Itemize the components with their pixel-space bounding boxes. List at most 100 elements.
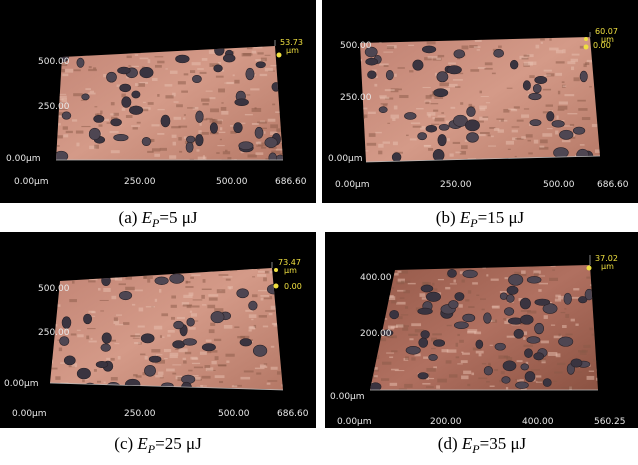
texture <box>570 124 574 126</box>
crater <box>176 55 190 63</box>
texture <box>173 142 176 146</box>
texture <box>438 55 444 57</box>
texture <box>397 271 401 273</box>
crater <box>366 58 378 65</box>
crater <box>392 153 401 162</box>
texture <box>536 45 540 49</box>
crater <box>239 142 253 150</box>
texture <box>123 322 129 325</box>
texture <box>556 353 561 357</box>
texture <box>168 330 175 333</box>
x-tick: 400.00 <box>522 417 554 427</box>
texture <box>77 330 81 331</box>
crater <box>192 75 201 82</box>
texture <box>165 68 167 69</box>
z-unit: μm <box>601 262 614 271</box>
crater <box>386 70 393 79</box>
texture <box>441 112 444 114</box>
texture <box>140 354 145 356</box>
texture <box>106 358 110 361</box>
texture <box>271 367 278 370</box>
texture <box>98 288 101 291</box>
caption: (c) EP=25 μJ <box>114 434 202 456</box>
texture <box>216 76 224 78</box>
texture <box>558 91 560 95</box>
crater <box>101 344 111 352</box>
texture <box>541 341 549 344</box>
texture <box>574 77 580 81</box>
texture <box>247 154 256 157</box>
texture <box>391 115 399 119</box>
texture <box>255 152 263 155</box>
texture <box>267 383 271 385</box>
crater <box>186 142 193 152</box>
texture <box>453 79 463 81</box>
texture <box>402 327 408 331</box>
texture <box>408 334 418 336</box>
texture <box>183 295 192 298</box>
texture <box>114 343 119 344</box>
crater <box>404 112 416 119</box>
texture <box>198 130 201 134</box>
texture <box>582 117 590 120</box>
texture <box>264 363 267 364</box>
texture <box>436 385 440 388</box>
texture <box>450 107 455 109</box>
texture <box>111 150 120 153</box>
texture <box>97 381 101 383</box>
texture <box>425 102 429 104</box>
texture <box>544 70 552 72</box>
crater <box>390 310 399 319</box>
texture <box>81 126 90 127</box>
texture <box>184 114 186 115</box>
texture <box>457 363 463 364</box>
texture <box>484 68 492 70</box>
crater <box>484 366 492 375</box>
texture <box>401 314 408 315</box>
texture <box>157 109 164 110</box>
y-tick: 0.00μm <box>330 392 365 402</box>
texture <box>155 375 163 377</box>
crater <box>573 127 585 134</box>
texture <box>433 110 438 112</box>
x-tick: 686.60 <box>597 180 629 190</box>
texture <box>486 381 490 383</box>
texture <box>575 324 578 326</box>
texture <box>482 363 486 364</box>
crater <box>543 379 551 387</box>
texture <box>171 295 176 298</box>
texture <box>457 334 459 336</box>
texture <box>411 357 415 360</box>
texture <box>367 143 376 146</box>
texture <box>130 335 140 337</box>
texture <box>512 130 518 133</box>
texture <box>461 352 463 353</box>
crater <box>523 81 530 91</box>
texture <box>390 383 397 386</box>
texture <box>413 126 422 128</box>
crater <box>465 120 479 131</box>
texture <box>93 67 96 69</box>
texture <box>492 306 500 309</box>
texture <box>378 151 382 155</box>
texture <box>57 145 60 147</box>
texture <box>501 120 504 122</box>
texture <box>178 137 181 140</box>
texture <box>378 144 383 148</box>
texture <box>118 356 121 359</box>
crater <box>211 311 224 322</box>
x-tick: 250.00 <box>440 180 472 190</box>
texture <box>260 295 269 297</box>
texture <box>217 145 224 146</box>
texture <box>219 132 226 133</box>
z-min: 0.00 <box>284 282 302 291</box>
texture <box>201 295 205 299</box>
crater <box>234 123 243 133</box>
crater <box>141 334 154 343</box>
crater <box>529 93 542 100</box>
x-tick: 686.60 <box>275 177 307 187</box>
texture <box>408 45 414 46</box>
texture <box>576 372 582 373</box>
crater <box>502 377 510 384</box>
texture <box>77 334 83 337</box>
